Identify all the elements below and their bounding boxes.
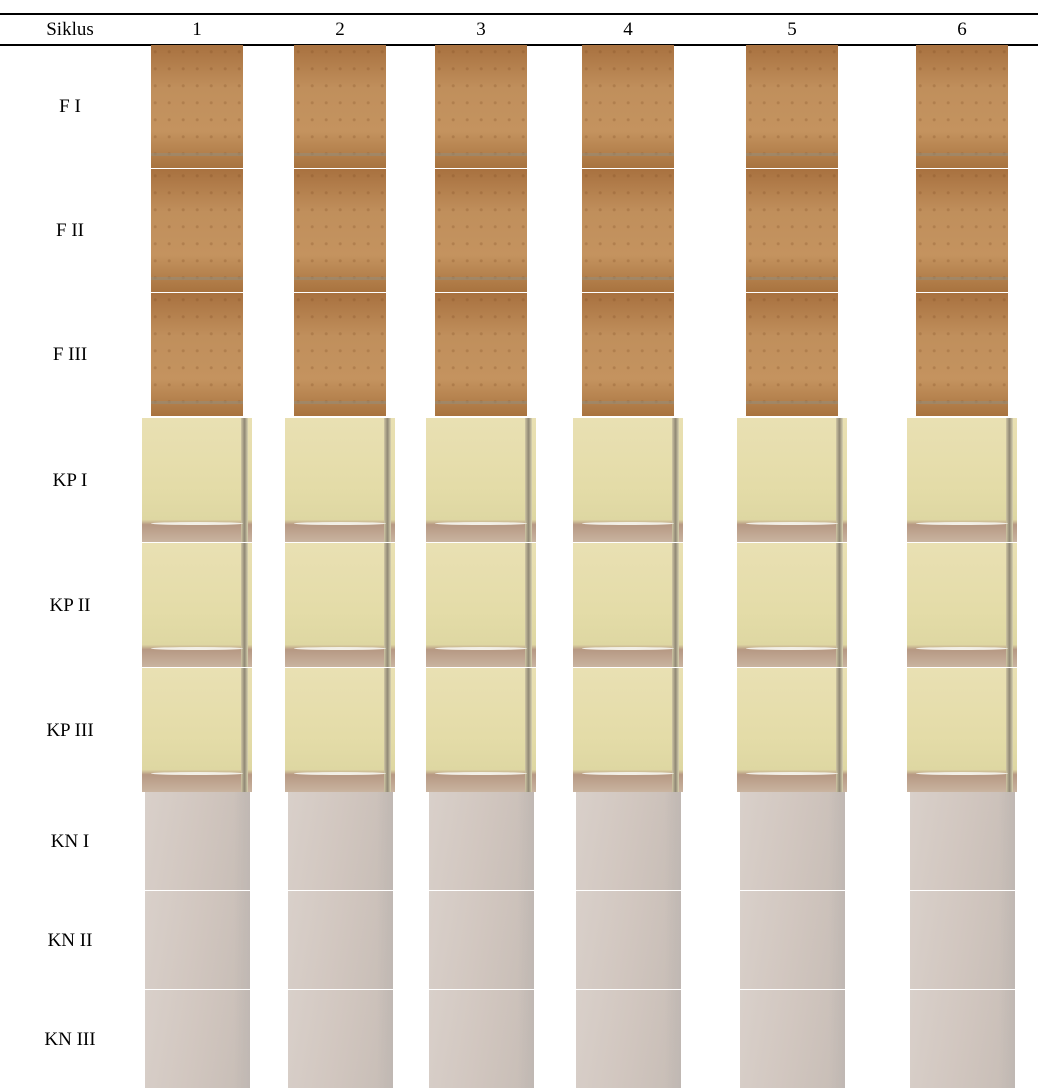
header-cell: 5 [787,19,797,41]
sample-photo [573,418,683,542]
sample-photo [429,891,534,989]
table-page: Siklus 1 2 3 4 5 6 F I F II F III KP I KP II KP III K… [0,0,1038,1089]
sample-photo [740,891,845,989]
sample-photo [907,418,1017,542]
header-cell: 3 [476,19,486,41]
header-cell: Siklus [46,19,94,41]
sample-photo [435,293,527,416]
sample-photo [142,668,252,792]
sample-photo [294,293,386,416]
sample-photo [916,45,1008,168]
sample-photo [740,792,845,890]
sample-photo [288,792,393,890]
sample-photo [294,45,386,168]
sample-photo [288,891,393,989]
sample-photo [582,45,674,168]
sample-photo [426,543,536,667]
sample-photo [740,990,845,1088]
sample-photo [426,418,536,542]
row-label: F III [53,344,87,366]
sample-photo [573,543,683,667]
sample-photo [426,668,536,792]
sample-photo [907,668,1017,792]
sample-photo [435,169,527,292]
row-label: KN III [44,1029,95,1051]
row-label: F I [59,96,81,118]
sample-photo [288,990,393,1088]
header-cell: 6 [957,19,967,41]
row-label: KP III [46,720,93,742]
row-label: KP I [53,470,88,492]
sample-photo [435,45,527,168]
sample-photo [916,293,1008,416]
sample-photo [582,169,674,292]
sample-photo [746,45,838,168]
header-cell: 1 [192,19,202,41]
sample-photo [737,543,847,667]
row-label: KN I [51,831,90,853]
sample-photo [285,418,395,542]
sample-photo [429,792,534,890]
sample-photo [576,792,681,890]
header-cell: 2 [335,19,345,41]
row-label: F II [56,220,84,242]
sample-photo [573,668,683,792]
sample-photo [576,990,681,1088]
sample-photo [576,891,681,989]
sample-photo [145,990,250,1088]
sample-photo [142,418,252,542]
row-label: KN II [48,930,93,952]
sample-photo [910,990,1015,1088]
top-rule [0,13,1038,15]
sample-photo [429,990,534,1088]
sample-photo [285,543,395,667]
sample-photo [285,668,395,792]
sample-photo [746,169,838,292]
sample-photo [907,543,1017,667]
header-cell: 4 [623,19,633,41]
sample-photo [737,418,847,542]
sample-photo [294,169,386,292]
sample-photo [142,543,252,667]
sample-photo [145,792,250,890]
sample-photo [151,169,243,292]
row-label: KP II [50,595,91,617]
sample-photo [151,45,243,168]
sample-photo [151,293,243,416]
sample-photo [910,792,1015,890]
sample-photo [916,169,1008,292]
sample-photo [737,668,847,792]
sample-photo [145,891,250,989]
sample-photo [582,293,674,416]
sample-photo [746,293,838,416]
sample-photo [910,891,1015,989]
